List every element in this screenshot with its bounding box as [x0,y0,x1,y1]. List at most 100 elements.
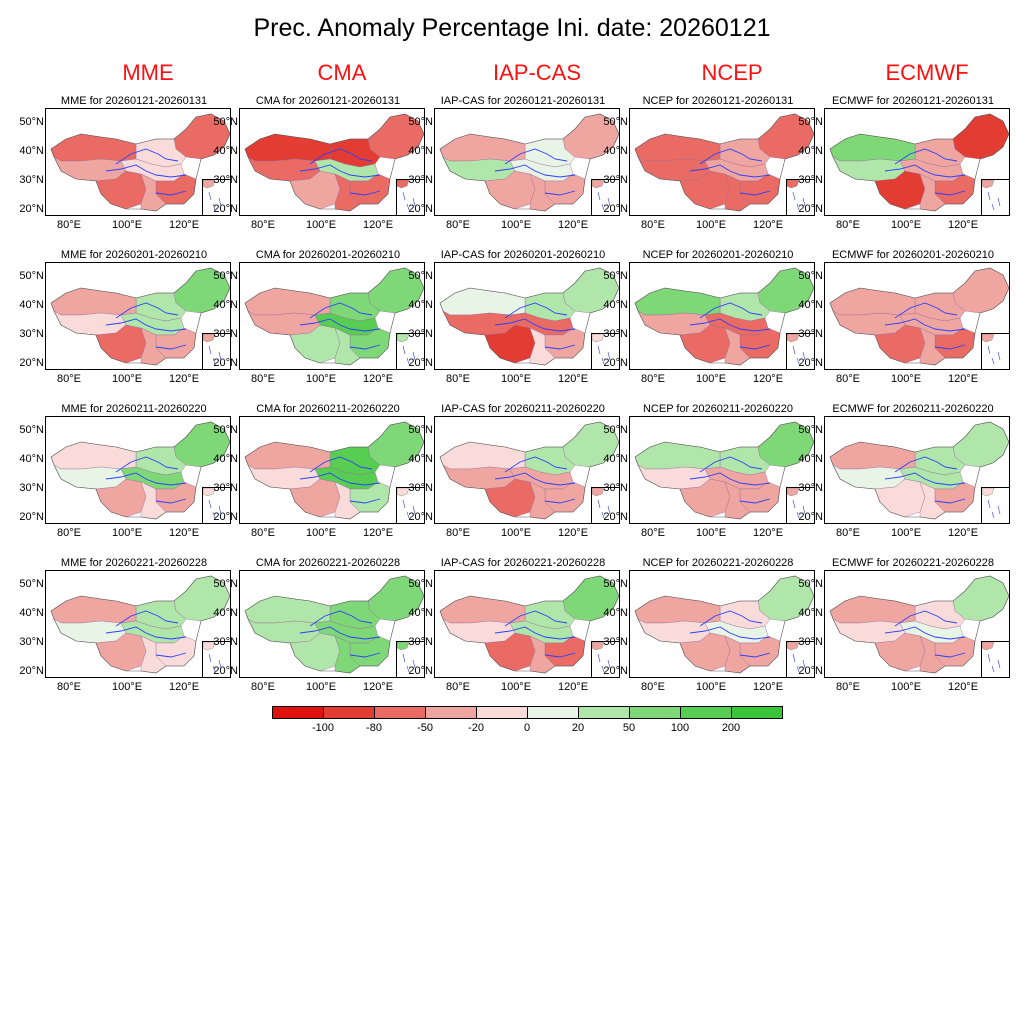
country-outline [244,575,424,674]
region-nw [634,441,721,470]
map-panel-ncep-3: NCEP for 20260211-20260220 50°N 40°N 30°N 20… [603,403,816,553]
map-panel-ecmwf-2: ECMWF for 20260201-20260210 50°N 40°N 30°N 2… [798,249,1011,399]
map-panel-mme-4: MME for 20260221-20260228 50°N 40°N 30°N 20°… [19,557,232,707]
map-frame [45,108,231,216]
panel-title: CMA for 20260121-20260131 [255,95,401,107]
river-line [884,626,966,640]
river-line [934,498,966,504]
river-line [494,626,576,640]
south-china-sea-inset [786,179,814,215]
lat-tick-label: 50°N [603,270,628,282]
legend-label: -100 [311,722,335,734]
river-line [494,318,576,332]
country-outline [634,113,814,212]
lon-tick-label: 80°E [836,373,860,385]
map-frame [629,416,815,524]
lat-tick-label: 40°N [798,299,823,311]
lon-tick-label: 100°E [111,219,143,231]
lat-tick-label: 40°N [603,299,628,311]
lon-tick-label: 100°E [890,681,922,693]
map-panel-cma-3: CMA for 20260211-20260220 50°N 40°N 30°N 20°… [213,403,426,553]
china-map [829,421,1009,520]
region-nw [439,595,526,624]
region-nw [244,441,331,470]
country-outline [634,575,814,674]
panel-title: NCEP for 20260121-20260131 [642,95,794,107]
river-line [699,610,763,627]
region-nw [829,133,916,162]
lon-tick-label: 100°E [305,681,337,693]
lat-tick-label: 50°N [798,270,823,282]
lat-tick-label: 30°N [19,174,44,186]
river-line [884,472,966,486]
lon-tick-label: 100°E [500,219,532,231]
lon-tick-label: 80°E [446,527,470,539]
legend-color-box [476,706,528,719]
river-line [544,344,576,350]
country-outline [439,575,619,674]
lat-tick-label: 30°N [19,636,44,648]
river-line [739,344,771,350]
map-panel-cma-1: CMA for 20260121-20260131 50°N 40°N 30°N 20°… [213,95,426,245]
region-ne [952,267,1009,314]
region-nw [439,133,526,162]
lon-tick-label: 80°E [641,527,665,539]
river-line [349,190,381,196]
country-outline [829,267,1009,366]
panel-title: ECMWF for 20260211-20260220 [832,403,994,415]
lon-tick-label: 120°E [947,681,979,693]
south-china-sea-inset [981,179,1009,215]
region-nw [829,441,916,470]
china-map [829,575,1009,674]
south-china-sea-inset [591,641,619,677]
lat-tick-label: 50°N [603,424,628,436]
river-line [155,344,187,350]
map-frame [824,108,1010,216]
lon-tick-label: 100°E [890,527,922,539]
panel-title: IAP-CAS for 20260121-20260131 [440,95,606,107]
country-outline [244,113,424,212]
country-outline [244,267,424,366]
lat-tick-label: 50°N [798,424,823,436]
china-map [634,267,814,366]
river-line [699,148,763,165]
region-ne [952,113,1009,160]
lat-tick-label: 40°N [603,145,628,157]
legend-color-box [323,706,375,719]
river-line [309,610,373,627]
lat-tick-label: 20°N [408,511,433,523]
lon-tick-label: 100°E [305,373,337,385]
map-panel-iap-cas-2: IAP-CAS for 20260201-20260210 50°N 40°N 30°… [408,249,621,399]
lon-tick-label: 80°E [641,373,665,385]
lat-tick-label: 40°N [408,607,433,619]
country-outline [50,113,230,212]
south-china-sea-inset [981,487,1009,523]
river-line [299,472,381,486]
legend-color-box [272,706,324,719]
lat-tick-label: 20°N [19,203,44,215]
region-nw [634,595,721,624]
map-panel-ncep-2: NCEP for 20260201-20260210 50°N 40°N 30°N 20… [603,249,816,399]
country-outline [439,421,619,520]
lon-tick-label: 100°E [890,373,922,385]
lat-tick-label: 40°N [798,453,823,465]
map-panel-ncep-4: NCEP for 20260221-20260228 50°N 40°N 30°N 20… [603,557,816,707]
lat-tick-label: 50°N [408,270,433,282]
south-china-sea-inset [202,333,230,369]
river-line [105,626,187,640]
figure-title: Prec. Anomaly Percentage Ini. date: 2026… [253,14,771,42]
lat-tick-label: 30°N [408,636,433,648]
river-line [544,652,576,658]
lon-tick-label: 100°E [111,681,143,693]
lat-tick-label: 20°N [19,357,44,369]
lat-tick-label: 20°N [213,357,238,369]
map-frame [239,416,425,524]
lon-tick-label: 100°E [500,527,532,539]
river-line [739,498,771,504]
panel-title: IAP-CAS for 20260211-20260220 [441,403,605,415]
map-frame [434,108,620,216]
legend-label: 0 [523,722,531,734]
lon-tick-label: 100°E [695,373,727,385]
south-china-sea-inset [591,179,619,215]
lat-tick-label: 40°N [213,453,238,465]
